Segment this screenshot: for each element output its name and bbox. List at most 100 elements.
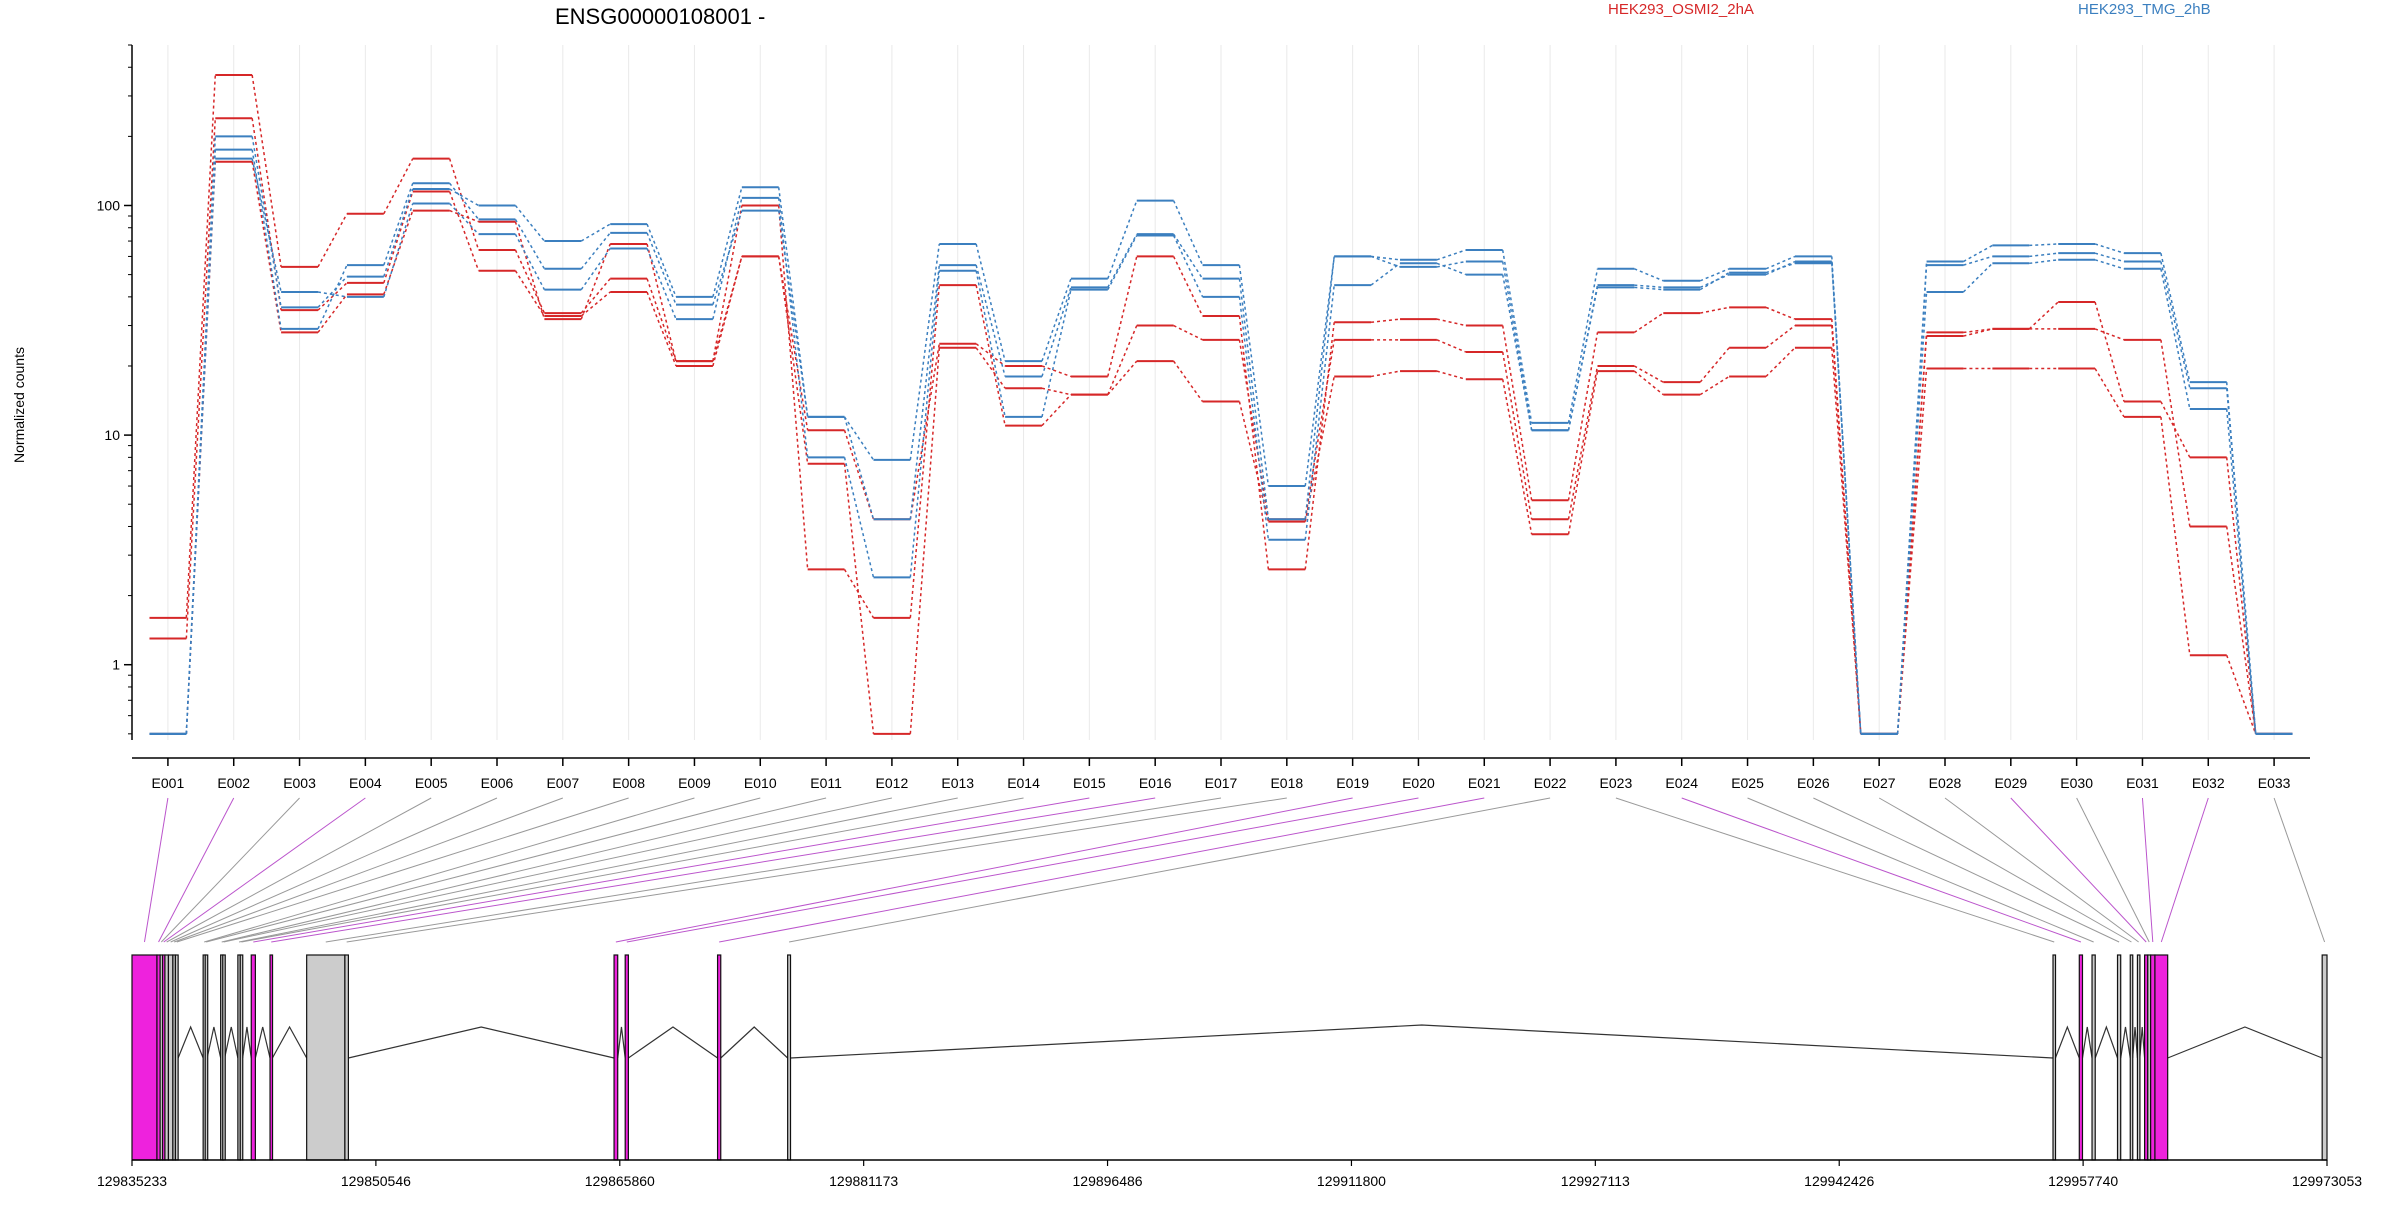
series-connector [251, 161, 282, 333]
connector-E017 [325, 797, 1222, 943]
series-connector [646, 248, 677, 320]
connector-E029 [2010, 797, 2147, 943]
chart-title: ENSG00000108001 - [555, 4, 765, 29]
exon-block-E028 [2136, 954, 2141, 1161]
series-connector [2094, 259, 2125, 270]
series-connector [975, 343, 1006, 367]
connector-E021 [719, 797, 1485, 943]
series-connector [1107, 256, 1138, 377]
series-connector [1041, 387, 1072, 396]
series-connector [2225, 457, 2257, 734]
coordinate-tick-label: 129973053 [2292, 1173, 2362, 1189]
series-connector [1304, 256, 1335, 487]
series-connector [1172, 256, 1204, 317]
x-tick-label: E025 [1731, 775, 1764, 791]
series-connector [1436, 370, 1467, 381]
series-connector [1304, 339, 1335, 520]
intron-E008 [177, 1025, 204, 1059]
series-connector [646, 223, 677, 298]
connector-E016 [271, 797, 1156, 943]
series-connector [1896, 336, 1928, 734]
y-tick-label: 10 [104, 427, 120, 443]
series-2 [149, 117, 2293, 735]
intron-E018 [348, 1026, 615, 1059]
series-connector [1436, 262, 1467, 276]
series-connector [1370, 370, 1401, 378]
connector-E023 [1615, 797, 2055, 943]
exon-block-E022 [787, 954, 792, 1161]
gene-model-track [131, 954, 2328, 1161]
x-tick-label: E008 [612, 775, 645, 791]
series-connector [1107, 360, 1138, 396]
series-connector [2225, 388, 2257, 734]
connector-E014 [241, 797, 1024, 943]
series-connector [1041, 394, 1072, 427]
intron-E012 [224, 1026, 239, 1059]
x-tick-label: E027 [1863, 775, 1896, 791]
x-tick-label: E009 [678, 775, 711, 791]
series-connector [1699, 273, 1730, 289]
series-connector [1501, 249, 1533, 424]
series-connector [2160, 252, 2191, 383]
series-connector [1501, 261, 1533, 431]
series-connector [1634, 286, 1664, 291]
connector-E020 [626, 797, 1419, 943]
exon-block-E006 [167, 954, 174, 1161]
series-connector [383, 203, 414, 298]
series-connector [1041, 289, 1072, 418]
series-connector [449, 209, 479, 223]
exon-block-E027 [2129, 954, 2134, 1161]
series-connector [1765, 260, 1796, 276]
series-connector [1436, 318, 1467, 327]
series-connector [1831, 347, 1862, 734]
x-tick-label: E026 [1797, 775, 1830, 791]
intron-E021 [720, 1026, 789, 1059]
connector-E011 [221, 797, 827, 943]
series-connector [1765, 262, 1796, 274]
series-connector [2094, 328, 2125, 341]
series-connector [1699, 347, 1730, 383]
x-tick-label: E012 [876, 775, 909, 791]
series-connector [1041, 278, 1072, 362]
connector-E001 [143, 797, 169, 943]
series-connector [1172, 235, 1204, 298]
series-connector [1370, 318, 1401, 324]
x-tick-label: E022 [1534, 775, 1567, 791]
exon-block-E008 [174, 954, 179, 1161]
series-connector [1699, 271, 1730, 291]
series-connector [1173, 324, 1203, 341]
series-connector [1238, 278, 1270, 520]
connector-E019 [615, 797, 1353, 943]
connector-E018 [346, 797, 1287, 943]
series-connector [1699, 268, 1730, 282]
intron-E027 [2132, 1026, 2139, 1059]
series-connector [514, 270, 546, 317]
series-connector [1304, 285, 1335, 540]
series-connector [317, 276, 348, 308]
x-tick-label: E005 [415, 775, 448, 791]
series-connector [1238, 401, 1270, 522]
series-connector [1238, 315, 1270, 570]
series-connector [1370, 255, 1401, 268]
series-connector [317, 293, 348, 333]
connector-E003 [160, 797, 300, 943]
exon-block-E032 [2154, 954, 2169, 1161]
connector-E032 [2160, 797, 2209, 943]
series-connector [185, 74, 217, 618]
series-connector [1963, 328, 1993, 337]
connector-E027 [1878, 797, 2132, 943]
coordinate-tick-label: 129881173 [829, 1173, 898, 1189]
intron-E032 [2167, 1026, 2323, 1059]
series-3 [149, 160, 2293, 735]
series-connector [1831, 263, 1862, 734]
series-connector [1304, 256, 1335, 520]
series-connector [251, 118, 282, 311]
series-connector [317, 213, 348, 268]
coordinate-tick-label: 129957740 [2048, 1173, 2118, 1189]
x-tick-label: E003 [283, 775, 316, 791]
x-tick-label: E031 [2126, 775, 2159, 791]
exon-block-E012 [222, 954, 226, 1161]
series-connector [185, 118, 217, 639]
series-connector [646, 291, 677, 367]
series-connector [580, 248, 611, 291]
